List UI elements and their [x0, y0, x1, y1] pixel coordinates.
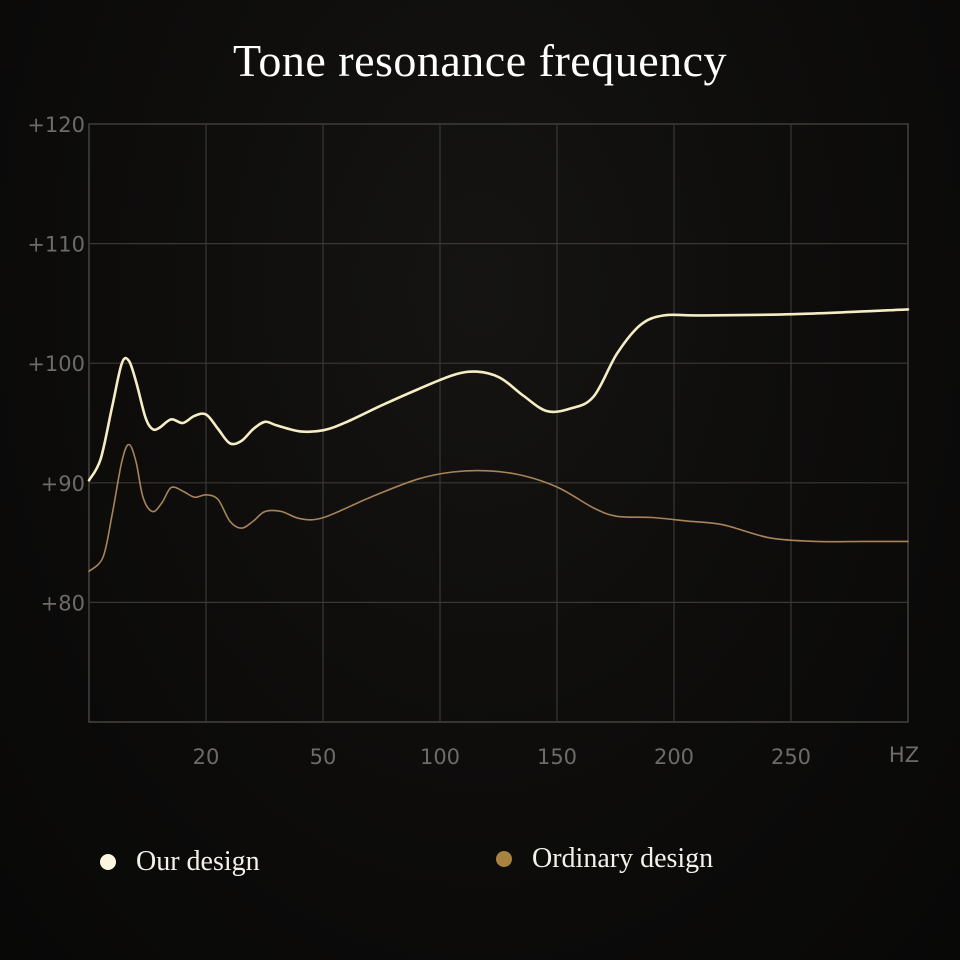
- y-tick-label: +120: [27, 113, 85, 137]
- legend-marker-our-design: [100, 854, 116, 870]
- x-tick-label: 200: [654, 745, 694, 769]
- y-tick-label: +100: [27, 352, 85, 376]
- y-tick-label: +110: [27, 233, 85, 257]
- legend-marker-ordinary-design: [496, 851, 512, 867]
- legend-label-ordinary-design: Ordinary design: [532, 843, 714, 874]
- legend-item-our-design: Our design: [100, 846, 260, 878]
- x-axis-label: HZ: [889, 743, 919, 767]
- x-tick-label: 150: [537, 745, 577, 769]
- plot-frame: [88, 123, 909, 723]
- x-tick-label: 20: [193, 745, 220, 769]
- axis-labels: +120 +110 +100 +90 +80 20 50 100 150 200 250 HZ: [27, 113, 919, 769]
- legend-item-ordinary-design: Ordinary design: [496, 843, 713, 875]
- y-tick-label: +80: [41, 591, 85, 615]
- grid: [88, 123, 909, 723]
- legend-label-our-design: Our design: [136, 846, 260, 877]
- chart-title: Tone resonance frequency: [232, 35, 728, 86]
- x-tick-label: 250: [771, 745, 811, 769]
- x-tick-label: 50: [310, 745, 337, 769]
- series-layer: [87, 308, 910, 573]
- series-line-ordinary-design: [88, 443, 909, 573]
- y-tick-label: +90: [41, 472, 85, 496]
- x-tick-label: 100: [420, 745, 460, 769]
- series-line-our-design: [87, 308, 910, 482]
